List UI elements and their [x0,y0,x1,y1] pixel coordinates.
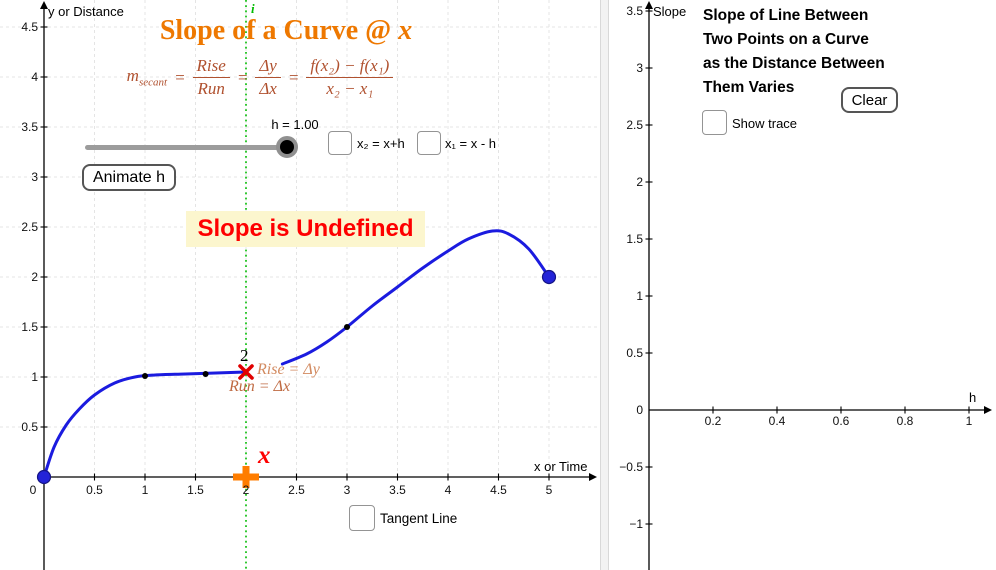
graph-panel-left [0,0,600,570]
x2-checkbox[interactable] [328,131,352,155]
x1-checkbox[interactable] [417,131,441,155]
h-slider-knob[interactable] [276,136,298,158]
h-slider-track[interactable] [85,145,295,150]
show-trace-checkbox[interactable] [702,110,727,135]
tangent-line-checkbox[interactable] [349,505,375,531]
panel-splitter[interactable] [600,0,609,570]
animate-h-button[interactable]: Animate h [82,164,176,191]
clear-button[interactable]: Clear [841,87,898,113]
graph-panel-right [609,0,996,570]
